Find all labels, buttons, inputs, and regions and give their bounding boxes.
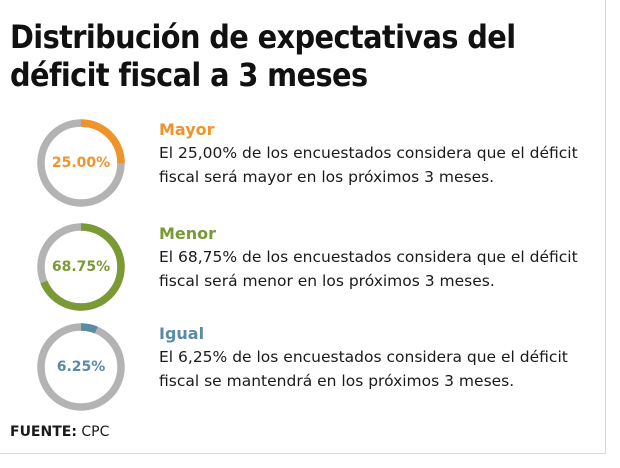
- chart-title-line-2: déficit fiscal a 3 meses: [10, 56, 368, 94]
- donut-svg-mayor: [37, 119, 125, 207]
- description-igual: El 6,25% de los encuestados considera qu…: [159, 345, 599, 393]
- description-menor: El 68,75% de los encuestados considera q…: [159, 245, 599, 293]
- item-menor: 68.75% Menor El 68,75% de los encuestado…: [0, 222, 600, 312]
- description-mayor-line-1: El 25,00% de los encuestados considera q…: [159, 144, 578, 162]
- donut-arc-igual: [37, 323, 125, 411]
- description-igual-line-1: El 6,25% de los encuestados considera qu…: [159, 348, 568, 366]
- label-menor: Menor: [159, 224, 217, 243]
- source-note: FUENTE: CPC: [10, 424, 109, 440]
- donut-igual: 6.25%: [36, 322, 126, 412]
- donut-menor: 68.75%: [36, 222, 126, 312]
- donut-arc-mayor: [37, 119, 125, 207]
- donut-svg-igual: [37, 323, 125, 411]
- donut-mayor: 25.00%: [36, 118, 126, 208]
- chart-title-line-1: Distribución de expectativas del: [10, 18, 516, 56]
- donut-svg-menor: [37, 223, 125, 311]
- description-mayor: El 25,00% de los encuestados considera q…: [159, 141, 599, 189]
- value-label-mayor: 25.00%: [51, 155, 111, 171]
- chart-title: Distribución de expectativas del déficit…: [10, 18, 600, 94]
- label-mayor: Mayor: [159, 120, 215, 139]
- source-label: FUENTE:: [10, 424, 77, 440]
- description-menor-line-2: fiscal será menor en los próximos 3 mese…: [159, 272, 495, 290]
- description-menor-line-1: El 68,75% de los encuestados considera q…: [159, 248, 578, 266]
- description-igual-line-2: fiscal se mantendrá en los próximos 3 me…: [159, 372, 515, 390]
- value-label-igual: 6.25%: [56, 359, 106, 375]
- donut-arc-menor: [37, 223, 125, 311]
- graphic-frame: [0, 0, 606, 454]
- value-label-menor: 68.75%: [51, 259, 111, 275]
- item-igual: 6.25% Igual El 6,25% de los encuestados …: [0, 322, 600, 412]
- source-value: CPC: [81, 424, 110, 440]
- item-mayor: 25.00% Mayor El 25,00% de los encuestado…: [0, 118, 600, 208]
- label-igual: Igual: [159, 324, 205, 343]
- description-mayor-line-2: fiscal será mayor en los próximos 3 mese…: [159, 168, 495, 186]
